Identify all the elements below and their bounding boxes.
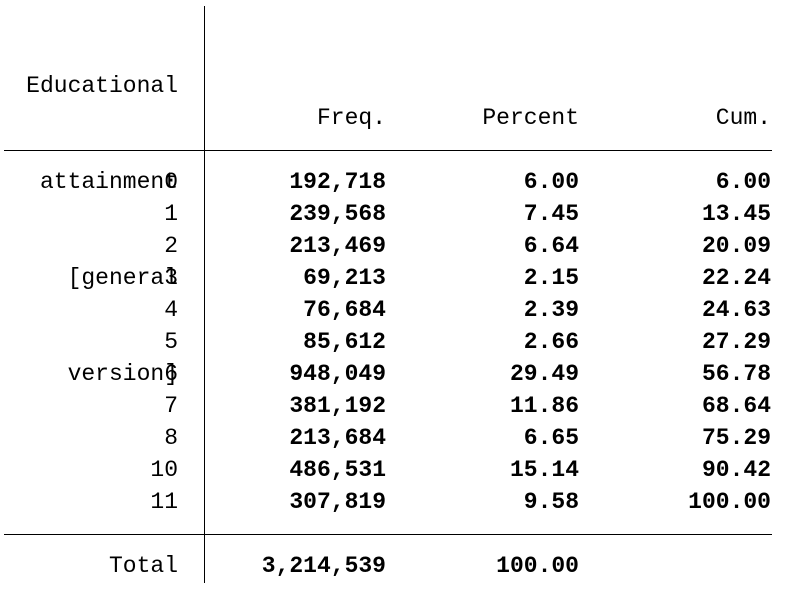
table-row: 7 381,192 11.86 68.64	[0, 390, 802, 422]
stub-header-line: attainment	[39, 169, 178, 195]
row-cum: 13.45	[701, 201, 771, 227]
row-freq: 192,718	[289, 169, 386, 195]
row-cum: 20.09	[701, 233, 771, 259]
row-freq: 76,684	[303, 297, 386, 323]
row-label: 7	[164, 393, 178, 419]
row-label: 2	[164, 233, 178, 259]
row-label: 6	[164, 361, 178, 387]
row-freq: 69,213	[303, 265, 386, 291]
table-row: 4 76,684 2.39 24.63	[0, 294, 802, 326]
stub-header-line: [general	[67, 265, 178, 291]
row-label: 8	[164, 425, 178, 451]
table-body: 0 192,718 6.00 6.00 1 239,568 7.45 13.45 2 213,46…	[0, 166, 802, 518]
row-percent: 2.39	[523, 297, 579, 323]
row-label: 1	[164, 201, 178, 227]
total-freq: 3,214,539	[261, 553, 386, 579]
row-cum: 6.00	[715, 169, 771, 195]
row-cum: 27.29	[701, 329, 771, 355]
stub-header: Educational attainment [general version]	[0, 6, 178, 454]
total-label: Total	[108, 553, 178, 579]
stub-header-line: Educational	[26, 73, 178, 99]
column-header-percent: Percent	[482, 105, 579, 131]
table-row: 8 213,684 6.65 75.29	[0, 422, 802, 454]
row-percent: 11.86	[509, 393, 579, 419]
stub-divider	[204, 6, 205, 583]
stub-header-line: version]	[67, 361, 178, 387]
table-row: 6 948,049 29.49 56.78	[0, 358, 802, 390]
row-percent: 29.49	[509, 361, 579, 387]
total-rule	[4, 534, 772, 535]
row-freq: 486,531	[289, 457, 386, 483]
row-label: 11	[150, 489, 178, 515]
table-row: 11 307,819 9.58 100.00	[0, 486, 802, 518]
row-freq: 239,568	[289, 201, 386, 227]
table-row: 10 486,531 15.14 90.42	[0, 454, 802, 486]
row-freq: 85,612	[303, 329, 386, 355]
row-percent: 2.15	[523, 265, 579, 291]
row-percent: 6.64	[523, 233, 579, 259]
row-label: 5	[164, 329, 178, 355]
row-percent: 15.14	[509, 457, 579, 483]
row-cum: 90.42	[701, 457, 771, 483]
row-percent: 6.65	[523, 425, 579, 451]
row-percent: 6.00	[523, 169, 579, 195]
row-cum: 68.64	[701, 393, 771, 419]
row-cum: 75.29	[701, 425, 771, 451]
table-row: 5 85,612 2.66 27.29	[0, 326, 802, 358]
column-header-freq: Freq.	[316, 105, 386, 131]
row-label: 10	[150, 457, 178, 483]
row-label: 0	[164, 169, 178, 195]
row-cum: 22.24	[701, 265, 771, 291]
row-percent: 7.45	[523, 201, 579, 227]
table-row: 0 192,718 6.00 6.00	[0, 166, 802, 198]
row-freq: 381,192	[289, 393, 386, 419]
row-percent: 2.66	[523, 329, 579, 355]
row-percent: 9.58	[523, 489, 579, 515]
row-cum: 56.78	[701, 361, 771, 387]
table-row: 1 239,568 7.45 13.45	[0, 198, 802, 230]
row-freq: 948,049	[289, 361, 386, 387]
row-label: 3	[164, 265, 178, 291]
row-label: 4	[164, 297, 178, 323]
table-row: 2 213,469 6.64 20.09	[0, 230, 802, 262]
total-percent: 100.00	[496, 553, 579, 579]
header-rule	[4, 150, 772, 151]
row-cum: 24.63	[701, 297, 771, 323]
row-cum: 100.00	[688, 489, 771, 515]
table-row: 3 69,213 2.15 22.24	[0, 262, 802, 294]
row-freq: 307,819	[289, 489, 386, 515]
row-freq: 213,684	[289, 425, 386, 451]
column-header-cum: Cum.	[715, 105, 771, 131]
row-freq: 213,469	[289, 233, 386, 259]
